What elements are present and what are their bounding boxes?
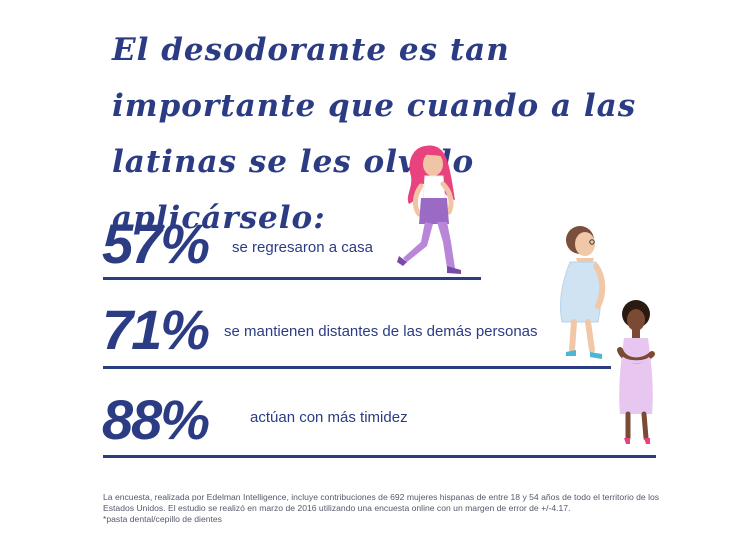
divider-line	[103, 277, 481, 280]
woman-walking-illustration	[397, 145, 461, 274]
woman-blue-dress-illustration	[559, 226, 606, 359]
stat-description: actúan con más timidez	[250, 409, 408, 426]
footnote-asterisk: *pasta dental/cepillo de dientes	[103, 514, 222, 524]
divider-line	[103, 455, 656, 458]
survey-footnote: La encuesta, realizada por Edelman Intel…	[103, 492, 663, 525]
stat-description: se mantienen distantes de las demás pers…	[224, 323, 538, 340]
footnote-methodology: La encuesta, realizada por Edelman Intel…	[103, 492, 660, 513]
woman-crossed-arms-illustration	[617, 300, 655, 444]
stat-description: se regresaron a casa	[232, 239, 373, 256]
stat-value: 71%	[102, 298, 210, 361]
stat-value: 88%	[102, 388, 210, 451]
divider-line	[103, 366, 611, 369]
stat-value: 57%	[102, 212, 210, 275]
